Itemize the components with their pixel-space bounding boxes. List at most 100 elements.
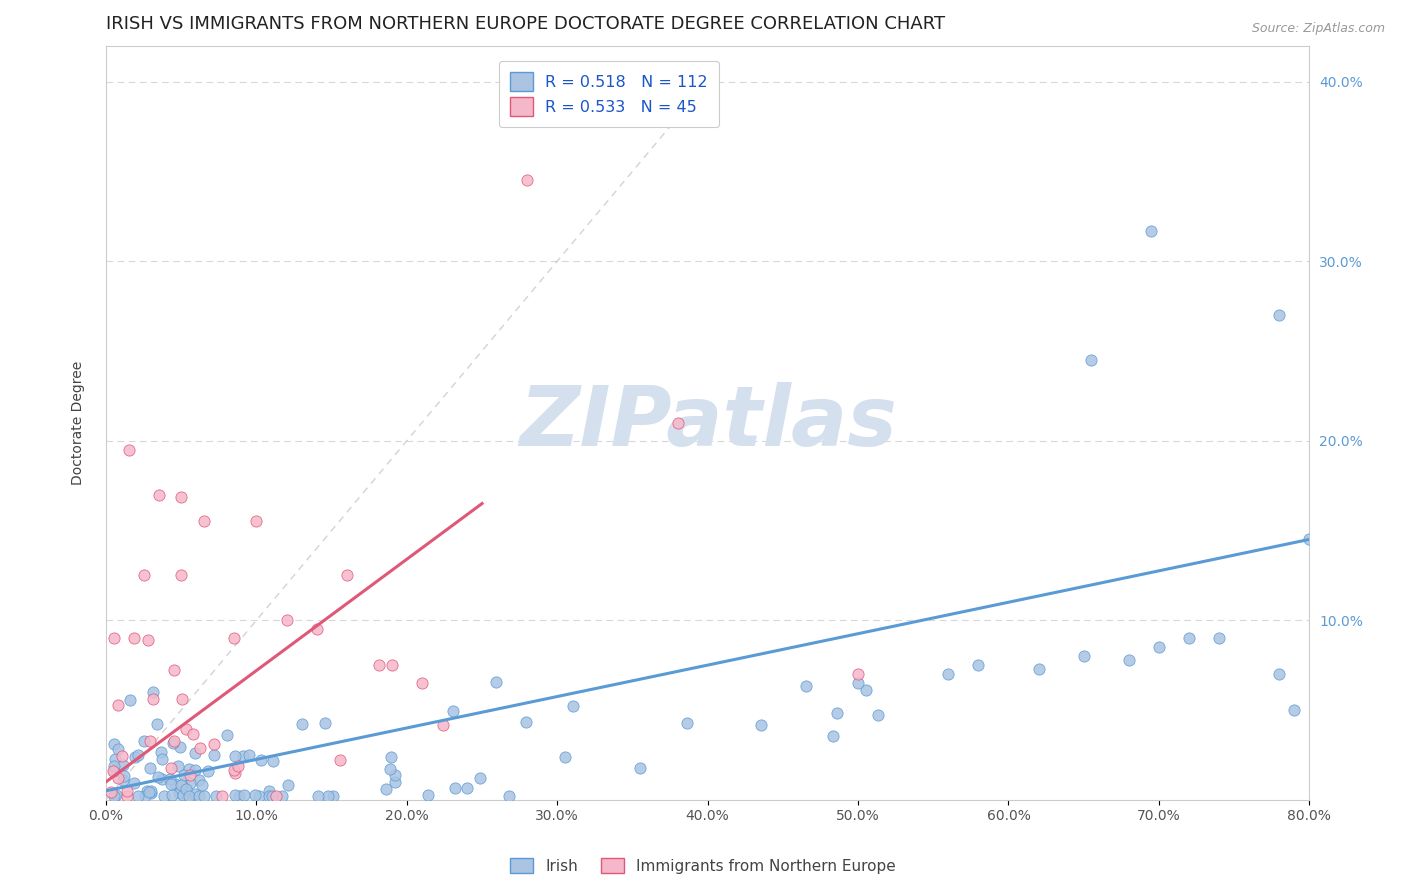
Point [226,759,249,773]
Point [103,758,125,772]
Point [117,789,139,803]
Point [111,748,134,763]
Point [202,748,225,763]
Point [159,777,181,791]
Point [193,515,215,529]
Point [322,789,344,804]
Point [160,788,183,802]
Point [432,718,454,732]
Point [1208,631,1230,645]
Point [127,789,149,804]
Point [1073,649,1095,664]
Point [111,772,134,787]
Text: Source: ZipAtlas.com: Source: ZipAtlas.com [1251,22,1385,36]
Point [174,781,197,796]
Point [179,776,201,790]
Point [115,784,138,798]
Point [855,683,877,698]
Point [117,442,139,457]
Point [163,663,186,677]
Point [100,785,122,799]
Point [314,716,336,731]
Point [190,778,212,792]
Point [124,749,146,764]
Point [316,789,339,804]
Point [238,748,260,763]
Point [181,727,204,741]
Point [107,698,129,712]
Point [159,772,181,787]
Point [170,490,193,504]
Point [103,764,125,778]
Point [1284,703,1306,717]
Text: ZIPatlas: ZIPatlas [519,382,897,463]
Point [148,770,170,784]
Point [243,788,266,802]
Point [149,745,172,759]
Point [224,766,246,780]
Point [136,632,159,647]
Point [211,789,233,803]
Point [142,692,165,706]
Point [103,764,125,779]
Point [1298,533,1320,547]
Point [257,789,280,803]
Point [794,679,817,693]
Point [122,776,145,790]
Point [329,754,352,768]
Point [139,733,162,747]
Point [112,769,135,783]
Point [107,742,129,756]
Legend: R = 0.518   N = 112, R = 0.533   N = 45: R = 0.518 N = 112, R = 0.533 N = 45 [499,62,720,127]
Point [152,789,174,804]
Point [821,729,844,743]
Point [132,568,155,582]
Point [441,704,464,718]
Point [188,741,211,756]
Point [148,487,170,501]
Point [103,789,125,804]
Point [107,771,129,785]
Point [139,784,162,798]
Point [384,775,406,789]
Point [666,416,689,430]
Point [1140,224,1163,238]
Point [967,658,990,673]
Point [134,789,156,803]
Point [846,667,869,681]
Point [515,714,537,729]
Point [233,788,256,802]
Point [118,693,141,707]
Point [217,728,239,742]
Point [205,789,228,804]
Point [228,789,250,804]
Point [132,734,155,748]
Point [384,768,406,782]
Point [150,772,173,786]
Point [1028,662,1050,676]
Point [222,763,245,777]
Point [380,749,402,764]
Point [141,786,163,800]
Point [868,707,890,722]
Point [516,173,538,187]
Point [418,789,440,803]
Point [188,789,211,804]
Point [163,734,186,748]
Point [112,757,135,772]
Point [176,722,198,736]
Point [262,754,284,768]
Point [444,780,467,795]
Point [1147,640,1170,654]
Point [232,749,254,764]
Point [456,780,478,795]
Point [193,789,215,804]
Point [257,784,280,798]
Point [846,676,869,690]
Point [628,761,651,775]
Point [374,782,396,797]
Point [188,772,211,787]
Point [142,685,165,699]
Point [411,676,433,690]
Text: IRISH VS IMMIGRANTS FROM NORTHERN EUROPE DOCTORATE DEGREE CORRELATION CHART: IRISH VS IMMIGRANTS FROM NORTHERN EUROPE… [105,15,945,33]
